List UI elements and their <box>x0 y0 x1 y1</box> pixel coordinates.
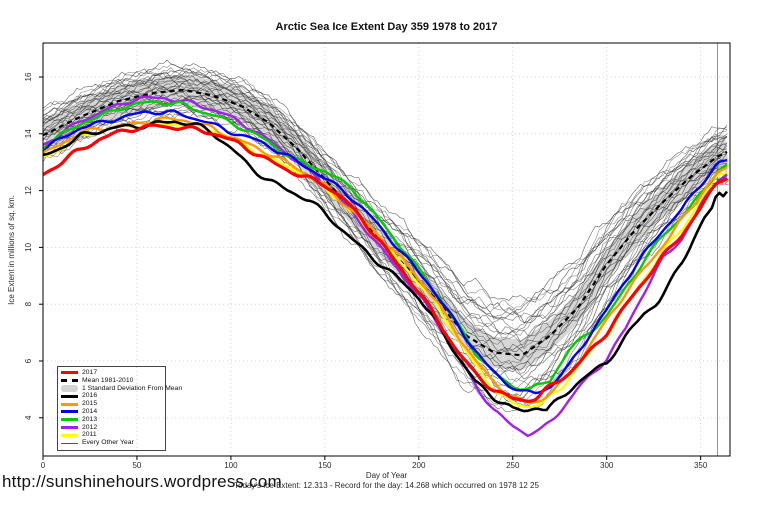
x-tick-label: 150 <box>318 461 332 470</box>
legend-item: 2012 <box>61 424 165 432</box>
other-year-line <box>43 100 728 397</box>
y-tick-label: 16 <box>24 72 33 81</box>
series-line-2017 <box>43 123 728 403</box>
legend-swatch-thick <box>61 425 78 429</box>
footnote-text: Today's Ice Extent: 12.313 - Record for … <box>234 481 539 490</box>
other-year-line <box>43 74 728 335</box>
x-tick-label: 50 <box>132 461 141 470</box>
legend-item: 2016 <box>61 392 165 400</box>
x-tick-label: 0 <box>41 461 46 470</box>
legend-item: 2017 <box>61 369 165 377</box>
legend-label: Mean 1981-2010 <box>82 376 134 384</box>
legend-swatch-thick <box>61 433 78 437</box>
legend-swatch-thick <box>61 418 78 422</box>
legend-label: 2011 <box>82 431 97 439</box>
legend-label: 2016 <box>82 392 98 400</box>
other-year-line <box>43 68 728 316</box>
legend-item: Every Other Year <box>61 439 165 447</box>
series-line-2011 <box>43 120 728 409</box>
y-tick-label: 10 <box>24 242 33 251</box>
other-year-line <box>43 82 728 351</box>
legend-item: 1 Standard Deviation From Mean <box>61 384 182 393</box>
other-year-line <box>43 97 728 380</box>
url-watermark: http://sunshinehours.wordpress.com <box>2 472 282 491</box>
y-axis-title: Ice Extent in millions of sq. km. <box>7 195 16 305</box>
x-tick-label: 200 <box>412 461 426 470</box>
plot-content: 12.313 <box>43 43 746 456</box>
legend-label: 2015 <box>82 400 98 408</box>
legend-item: 2014 <box>61 408 165 416</box>
other-year-line <box>43 97 728 390</box>
plot-frame <box>42 42 731 457</box>
legend-item: 2015 <box>61 400 165 408</box>
legend-label: 1 Standard Deviation From Mean <box>82 384 183 392</box>
legend-item: Mean 1981-2010 <box>61 377 165 385</box>
legend-item: 2011 <box>61 431 165 439</box>
x-tick-label: 100 <box>224 461 238 470</box>
other-year-line <box>43 105 728 403</box>
axis-ticks: 0 50 100 150 200 250 300 350 4 6 8 10 12 14 16 <box>24 72 708 470</box>
x-tick-label: 350 <box>694 461 708 470</box>
other-year-line <box>43 82 728 350</box>
legend-item: 2013 <box>61 416 165 424</box>
y-tick-label: 4 <box>24 415 33 420</box>
legend-label: 2012 <box>82 423 98 431</box>
series-line-2012 <box>43 95 728 437</box>
legend-swatch-thick <box>61 402 78 406</box>
series-line-2013 <box>43 100 728 391</box>
other-year-line <box>43 109 728 406</box>
legend: 2017 Mean 1981-2010 1 Standard Deviation F… <box>57 366 182 451</box>
other-year-line <box>43 67 728 321</box>
gridlines <box>43 43 730 456</box>
y-tick-label: 8 <box>24 301 33 306</box>
legend-label: 2013 <box>82 415 98 423</box>
y-tick-label: 6 <box>24 358 33 363</box>
legend-swatch-thin <box>61 442 78 444</box>
y-tick-label: 12 <box>24 186 33 195</box>
legend-swatch-thick <box>61 394 78 398</box>
x-tick-label: 250 <box>506 461 520 470</box>
legend-swatch-dashed <box>61 379 78 383</box>
other-year-line <box>43 77 728 340</box>
legend-swatch-thick <box>61 410 78 414</box>
other-year-line <box>43 86 728 365</box>
legend-label: 2014 <box>82 407 98 415</box>
other-year-line <box>43 64 728 311</box>
legend-label: Every Other Year <box>82 439 134 447</box>
series-line-2014 <box>43 109 728 395</box>
y-tick-label: 14 <box>24 129 33 138</box>
other-year-line <box>43 75 728 331</box>
x-tick-label: 300 <box>600 461 614 470</box>
current-extent-label: 12.313 <box>720 177 746 187</box>
chart-title: Arctic Sea Ice Extent Day 359 1978 to 20… <box>275 21 498 33</box>
x-axis-title: Day of Year <box>365 471 408 480</box>
legend-swatch-thick <box>61 371 78 375</box>
legend-swatch-band <box>61 384 78 392</box>
legend-label: 2017 <box>82 369 98 376</box>
series-line-2016 <box>43 120 729 413</box>
